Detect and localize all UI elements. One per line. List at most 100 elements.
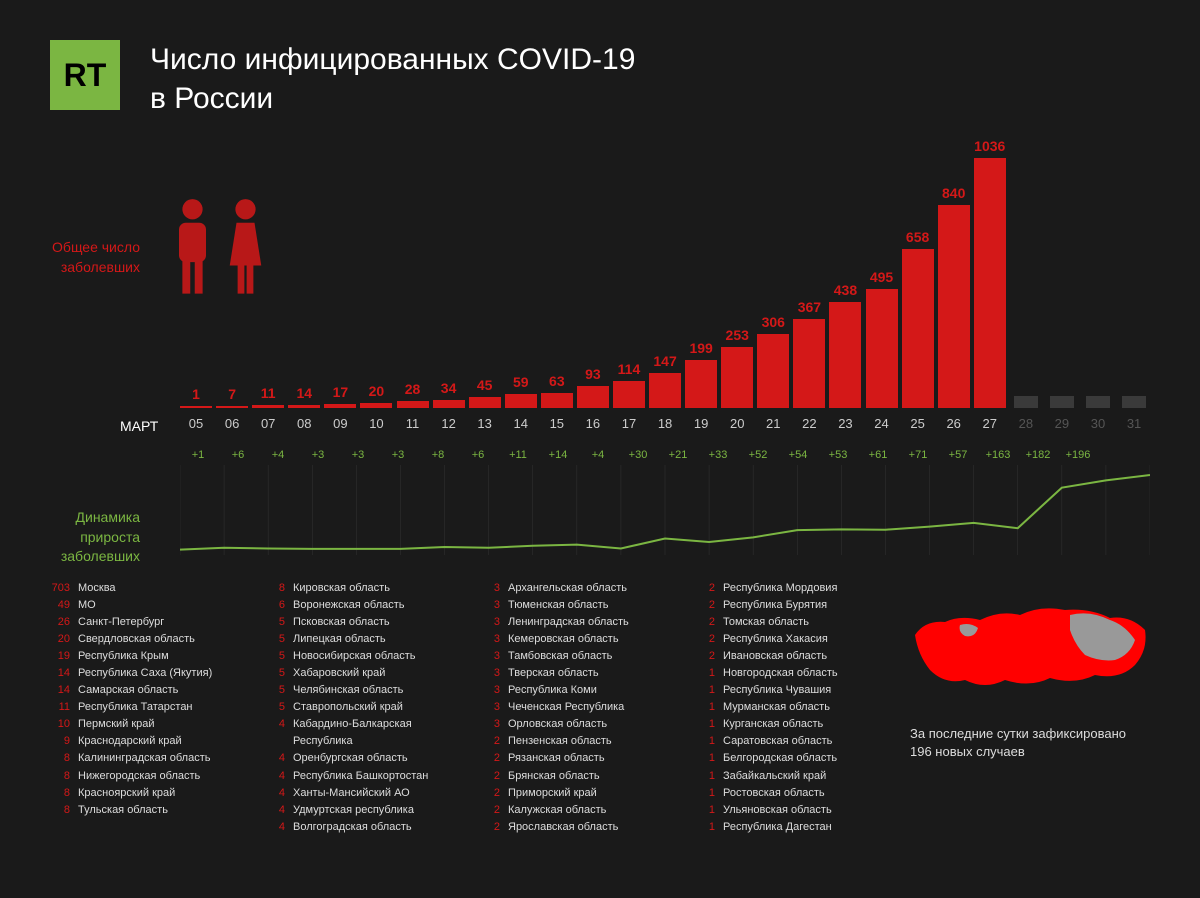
bar (397, 401, 429, 408)
region-count: 2 (695, 648, 715, 665)
region-count: 1 (695, 733, 715, 750)
region-row: 2Рязанская область (480, 750, 675, 767)
region-row: 49МО (50, 597, 245, 614)
x-tick-future: 31 (1118, 416, 1150, 431)
region-name: Республика Коми (508, 682, 597, 699)
region-name: Орловская область (508, 716, 607, 733)
region-row: 1Забайкальский край (695, 768, 890, 785)
x-tick-future: 29 (1046, 416, 1078, 431)
region-count: 9 (50, 733, 70, 750)
region-count: 5 (265, 631, 285, 648)
x-tick: 18 (649, 416, 681, 431)
bar (541, 393, 573, 408)
bar-value: 20 (369, 383, 385, 399)
region-row: 5Ставропольский край (265, 699, 460, 716)
bar-col-empty (1082, 396, 1114, 408)
x-tick: 11 (396, 416, 428, 431)
region-row: 1 Ростовская область (695, 785, 890, 802)
region-row: 4Оренбургская область (265, 750, 460, 767)
region-row: 1Новгородская область (695, 665, 890, 682)
region-row: 19Республика Крым (50, 648, 245, 665)
region-name: Свердловская область (78, 631, 195, 648)
region-count: 14 (50, 665, 70, 682)
bar (433, 400, 465, 408)
bar-value: 253 (726, 327, 749, 343)
region-name: Удмуртская республика (293, 802, 414, 819)
x-tick: 24 (865, 416, 897, 431)
region-count: 5 (265, 665, 285, 682)
region-count: 6 (265, 597, 285, 614)
bar-value: 114 (618, 361, 641, 377)
region-count: 3 (480, 631, 500, 648)
page-title: Число инфицированных COVID-19 в России (150, 40, 635, 118)
bar-col: 93 (577, 366, 609, 408)
delta-value: +57 (940, 449, 976, 461)
bar-col: 658 (902, 229, 934, 408)
region-count: 3 (480, 699, 500, 716)
region-count: 2 (695, 614, 715, 631)
bar-col-empty (1046, 396, 1078, 408)
bar-value: 438 (834, 282, 857, 298)
bar-col: 34 (433, 380, 465, 408)
bar-value: 7 (228, 386, 236, 402)
delta-value: +30 (620, 449, 656, 461)
bar-value: 1 (192, 386, 200, 402)
delta-value: +61 (860, 449, 896, 461)
region-column-4: 2Республика Мордовия2Республика Бурятия2… (695, 580, 890, 836)
region-count: 1 (695, 819, 715, 836)
bar-value: 840 (942, 185, 965, 201)
region-count: 2 (480, 785, 500, 802)
russia-map-icon (910, 580, 1150, 710)
map-section: За последние сутки зафиксировано 196 нов… (910, 580, 1150, 836)
region-name: Хабаровский край (293, 665, 385, 682)
region-row: 2Калужская область (480, 802, 675, 819)
region-name: Кемеровская область (508, 631, 619, 648)
delta-value: +1 (180, 449, 216, 461)
bar-col: 11 (252, 385, 284, 408)
region-row: 2Пензенская область (480, 733, 675, 750)
region-row: 8Кировская область (265, 580, 460, 597)
region-count: 2 (480, 819, 500, 836)
region-name: Архангельская область (508, 580, 627, 597)
region-count: 11 (50, 699, 70, 716)
region-count: 8 (265, 580, 285, 597)
bar-value: 199 (689, 340, 712, 356)
bar (288, 405, 320, 408)
region-row: 8Тульская область (50, 802, 245, 819)
bar-col: 28 (396, 381, 428, 408)
x-tick: 07 (252, 416, 284, 431)
x-tick: 22 (793, 416, 825, 431)
region-row: 1Белгородская область (695, 750, 890, 767)
region-count: 19 (50, 648, 70, 665)
region-row: 1Ульяновская область (695, 802, 890, 819)
region-name: Ростовская область (723, 785, 825, 802)
region-row: 5 Хабаровский край (265, 665, 460, 682)
region-row: 3Ленинградская область (480, 614, 675, 631)
region-count: 1 (695, 665, 715, 682)
month-label: МАРТ (120, 418, 158, 434)
region-row: 4Кабардино-Балкарская Республика (265, 716, 460, 750)
x-tick: 10 (360, 416, 392, 431)
region-name: Волгоградская область (293, 819, 412, 836)
region-count: 4 (265, 716, 285, 750)
region-row: 2Ивановская область (695, 648, 890, 665)
bar (360, 403, 392, 408)
region-row: 20Свердловская область (50, 631, 245, 648)
bar-value: 17 (333, 384, 349, 400)
region-row: 2Ярославская область (480, 819, 675, 836)
delta-value: +71 (900, 449, 936, 461)
region-row: 2Приморский край (480, 785, 675, 802)
region-count: 1 (695, 785, 715, 802)
bar-col: 1 (180, 386, 212, 408)
bar (613, 381, 645, 409)
region-count: 5 (265, 648, 285, 665)
region-row: 5Новосибирская область (265, 648, 460, 665)
region-count: 4 (265, 750, 285, 767)
region-name: Белгородская область (723, 750, 837, 767)
region-count: 5 (265, 614, 285, 631)
bar-col: 306 (757, 314, 789, 408)
region-name: Республика Чувашия (723, 682, 831, 699)
region-name: Курганская область (723, 716, 823, 733)
bar-value: 28 (405, 381, 421, 397)
x-tick: 26 (938, 416, 970, 431)
